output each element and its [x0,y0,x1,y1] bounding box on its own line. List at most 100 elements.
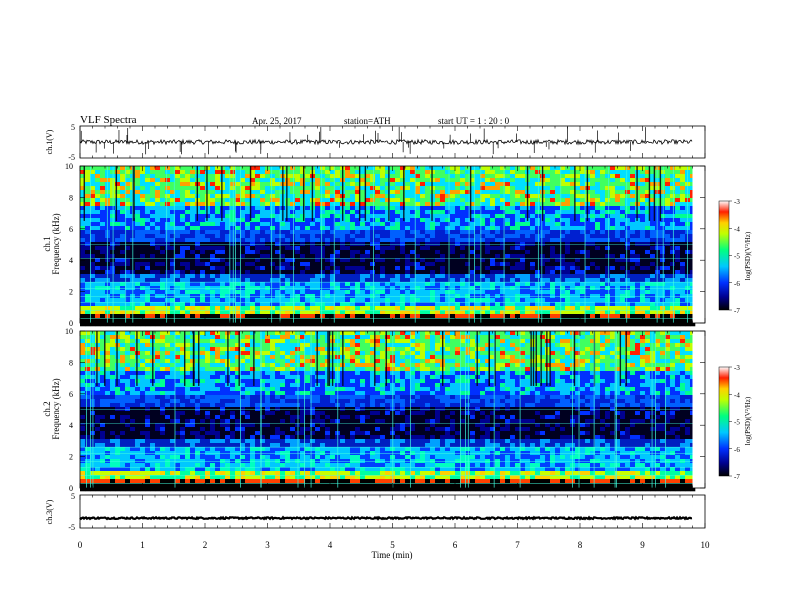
spectrogram-cell [270,222,276,227]
spectrogram-cell [555,166,561,171]
spectrogram-cell [220,234,226,239]
spectrogram-cell [660,182,666,187]
spectrogram-cell [450,278,456,283]
spectrogram-cell [580,262,586,267]
spectrogram-cell [390,198,396,203]
spectrogram-cell [95,174,101,179]
spectrogram-cell [645,190,651,195]
spectrogram-cell [360,298,366,303]
spectrogram-cell [470,238,476,243]
spectrogram-cell [510,258,516,263]
spectrogram-cell [525,258,531,263]
spectrogram-cell [575,298,581,303]
spectrogram-cell [160,194,166,199]
spectrogram-cell [175,218,181,223]
spectrogram-cell [420,254,426,259]
spectrogram-cell [600,274,606,279]
spectrogram-cell [370,202,376,207]
spectrogram-cell [260,242,266,247]
spectrogram-cell [300,186,306,191]
spectrogram-cell [500,278,506,283]
spectrogram-cell [190,266,196,271]
spectrogram-cell [590,238,596,243]
spectrogram-cell [635,306,641,311]
spectrogram-cell [505,262,511,267]
spectrogram-cell [500,274,506,279]
spectrogram-cell [530,282,536,287]
spectrogram-cell [450,250,456,255]
spectrogram-cell [255,214,261,219]
spectrogram-cell [565,270,571,275]
spectrogram-cell [445,214,451,219]
spectrogram-cell [275,302,281,307]
spectrogram-cell [595,250,601,255]
spectrogram-cell [640,198,646,203]
spectrogram-cell [510,318,516,323]
spectrogram-cell [355,262,361,267]
spectrogram-cell [155,186,161,191]
spectrogram-cell [400,190,406,195]
spectrogram-cell [325,318,331,323]
spectrogram-cell [415,290,421,295]
spectrogram-cell [675,310,681,315]
spectrogram-cell [595,186,601,191]
spectrogram-cell [310,282,316,287]
spectrogram-cell [290,206,296,211]
spectrogram-cell [510,190,516,195]
spectrogram-cell [385,258,391,263]
spectrogram-cell [305,198,311,203]
spectrogram-cell [225,206,231,211]
spectrogram-cell [630,178,636,183]
spectrogram-cell [425,318,431,323]
spectrogram-cell [630,194,636,199]
spectrogram-cell [390,186,396,191]
spectrogram-cell [580,246,586,251]
spectrogram-cell [165,274,171,279]
spectrogram-cell [195,282,201,287]
spectrogram-cell [215,274,221,279]
spectrogram-cell [395,222,401,227]
spectrogram-cell [325,274,331,279]
spectrogram-cell [125,318,131,323]
spectrogram-cell [670,238,676,243]
spectrogram-cell [320,302,326,307]
spectrogram-cell [365,202,371,207]
spectrogram-cell [485,198,491,203]
spectrogram-cell [620,238,626,243]
spectrogram-cell [600,170,606,175]
spectrogram-cell [615,194,621,199]
spectrogram-cell [335,202,341,207]
spectrogram-cell [115,174,121,179]
spectrogram-cell [170,166,176,171]
spectrogram-cell [480,198,486,203]
spectrogram-cell [555,198,561,203]
spectrogram-cell [535,230,541,235]
spectrogram-cell [630,202,636,207]
spectrogram-cell [595,230,601,235]
spectrogram-cell [80,178,86,183]
spectrogram-cell [260,222,266,227]
spectrogram-cell [145,246,151,251]
spectrogram-cell [245,230,251,235]
spectrogram-cell [415,222,421,227]
spectrogram-cell [535,318,541,323]
spectrogram-cell [165,254,171,259]
spectrogram-cell [350,254,356,259]
spectrogram-cell [415,238,421,243]
spectrogram-cell [450,258,456,263]
spectrogram-cell [620,230,626,235]
spectrogram-cell [440,286,446,291]
spectrogram-cell [625,218,631,223]
spectrogram-cell [280,266,286,271]
spectrogram-cell [125,290,131,295]
spectrogram-cell [200,182,206,187]
spectrogram-cell [665,314,671,319]
spectrogram-cell [560,278,566,283]
spectrogram-cell [480,222,486,227]
spectrogram-cell [645,178,651,183]
spectrogram-cell [315,214,321,219]
spectrogram-cell [85,194,91,199]
spectrogram-cell [315,286,321,291]
spectrogram-cell [435,302,441,307]
spectrogram-cell [260,214,266,219]
